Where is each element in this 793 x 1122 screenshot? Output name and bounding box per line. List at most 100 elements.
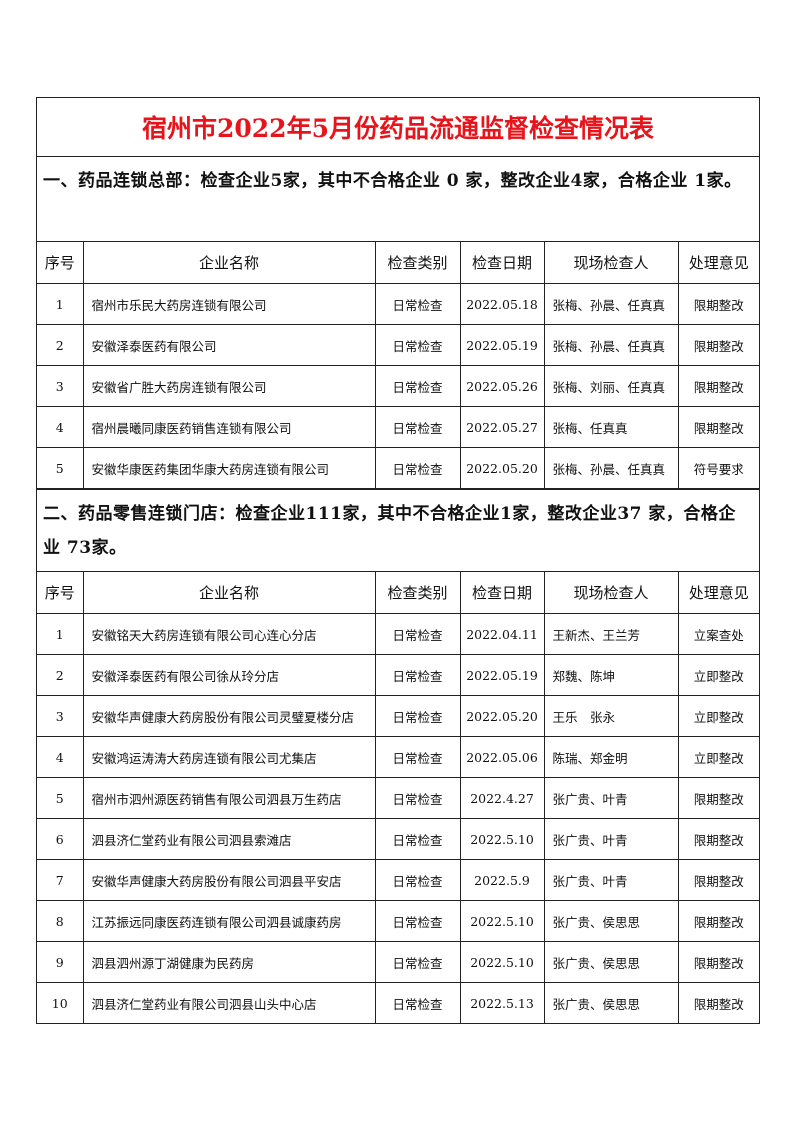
- handling-opinion-cell: 限期整改: [677, 982, 759, 1024]
- row-number-cell: 7: [37, 859, 84, 901]
- handling-opinion-cell: 限期整改: [677, 818, 759, 860]
- row-number-cell: 6: [37, 818, 84, 860]
- inspection-date-cell: 2022.5.10: [459, 941, 545, 983]
- inspection-sheet: 宿州市2022年5月份药品流通监督检查情况表 一、药品连锁总部：检查企业5家，其…: [36, 97, 760, 1024]
- inspectors-cell: 张广贵、叶青: [543, 859, 679, 901]
- company-name-cell: 安徽省广胜大药房连锁有限公司: [82, 365, 376, 407]
- inspection-date-cell: 2022.5.9: [459, 859, 545, 901]
- table-row: 7 安徽华声健康大药房股份有限公司泗县平安店 日常检查 2022.5.9 张广贵、叶青限…: [37, 859, 759, 901]
- inspection-date-cell: 2022.5.10: [459, 900, 545, 942]
- handling-opinion-cell: 立即整改: [677, 695, 759, 737]
- inspection-date-cell: 2022.05.20: [459, 695, 545, 737]
- handling-opinion-cell: 限期整改: [677, 406, 759, 448]
- page-title: 宿州市2022年5月份药品流通监督检查情况表: [37, 98, 759, 157]
- row-number-cell: 1: [37, 613, 84, 655]
- company-name-cell: 宿州晨曦同康医药销售连锁有限公司: [82, 406, 376, 448]
- header-row-number: 序号: [37, 572, 84, 614]
- header-handling-opinion: 处理意见: [677, 572, 759, 614]
- header-handling-opinion: 处理意见: [677, 242, 759, 284]
- table-row: 5 安徽华康医药集团华康大药房连锁有限公司 日常检查 2022.05.20 张梅、孙晨、…: [37, 447, 759, 489]
- section2-heading: 二、药品零售连锁门店：检查企业111家，其中不合格企业1家，整改企业37 家，合…: [37, 489, 759, 572]
- header-inspection-date: 检查日期: [459, 572, 545, 614]
- header-inspection-type: 检查类别: [374, 572, 461, 614]
- inspection-type-cell: 日常检查: [374, 406, 461, 448]
- inspectors-cell: 王乐 张永: [543, 695, 679, 737]
- company-name-cell: 安徽华声健康大药房股份有限公司灵璧夏楼分店: [82, 695, 376, 737]
- inspection-type-cell: 日常检查: [374, 283, 461, 325]
- inspectors-cell: 张梅、任真真: [543, 406, 679, 448]
- handling-opinion-cell: 立案查处: [677, 613, 759, 655]
- table-row: 3 安徽华声健康大药房股份有限公司灵璧夏楼分店 日常检查 2022.05.20 王乐 张…: [37, 695, 759, 737]
- handling-opinion-cell: 限期整改: [677, 941, 759, 983]
- company-name-cell: 泗县济仁堂药业有限公司泗县索滩店: [82, 818, 376, 860]
- table-header: 序号 企业名称 检查类别 检查日期 现场检查人 处理意见: [37, 572, 759, 614]
- row-number-cell: 1: [37, 283, 84, 325]
- row-number-cell: 4: [37, 736, 84, 778]
- header-inspectors: 现场检查人: [543, 572, 679, 614]
- inspection-type-cell: 日常检查: [374, 695, 461, 737]
- handling-opinion-cell: 限期整改: [677, 324, 759, 366]
- handling-opinion-cell: 立即整改: [677, 736, 759, 778]
- inspection-type-cell: 日常检查: [374, 818, 461, 860]
- inspectors-cell: 张广贵、侯思思: [543, 982, 679, 1024]
- inspection-type-cell: 日常检查: [374, 365, 461, 407]
- inspection-type-cell: 日常检查: [374, 859, 461, 901]
- table-row: 1 宿州市乐民大药房连锁有限公司 日常检查 2022.05.18 张梅、孙晨、任真真 限期…: [37, 283, 759, 325]
- company-name-cell: 宿州市乐民大药房连锁有限公司: [82, 283, 376, 325]
- header-inspection-date: 检查日期: [459, 242, 545, 284]
- inspection-date-cell: 2022.05.19: [459, 654, 545, 696]
- inspection-date-cell: 2022.05.06: [459, 736, 545, 778]
- inspectors-cell: 张广贵、叶青: [543, 818, 679, 860]
- inspection-type-cell: 日常检查: [374, 982, 461, 1024]
- inspection-type-cell: 日常检查: [374, 447, 461, 489]
- company-name-cell: 宿州市泗州源医药销售有限公司泗县万生药店: [82, 777, 376, 819]
- table-row: 8 江苏振远同康医药连锁有限公司泗县诚康药房 日常检查 2022.5.10 张广贵、侯思…: [37, 900, 759, 942]
- inspectors-cell: 张广贵、侯思思: [543, 900, 679, 942]
- company-name-cell: 泗县济仁堂药业有限公司泗县山头中心店: [82, 982, 376, 1024]
- inspection-date-cell: 2022.05.20: [459, 447, 545, 489]
- company-name-cell: 安徽泽泰医药有限公司徐从玲分店: [82, 654, 376, 696]
- table-row: 2 安徽泽泰医药有限公司 日常检查 2022.05.19 张梅、孙晨、任真真 限期整改: [37, 324, 759, 366]
- handling-opinion-cell: 限期整改: [677, 777, 759, 819]
- inspectors-cell: 郑魏、陈坤: [543, 654, 679, 696]
- company-name-cell: 安徽华声健康大药房股份有限公司泗县平安店: [82, 859, 376, 901]
- inspection-type-cell: 日常检查: [374, 900, 461, 942]
- handling-opinion-cell: 立即整改: [677, 654, 759, 696]
- company-name-cell: 江苏振远同康医药连锁有限公司泗县诚康药房: [82, 900, 376, 942]
- company-name-cell: 安徽鸿运涛涛大药房连锁有限公司尤集店: [82, 736, 376, 778]
- inspection-date-cell: 2022.05.18: [459, 283, 545, 325]
- inspection-type-cell: 日常检查: [374, 941, 461, 983]
- inspection-type-cell: 日常检查: [374, 654, 461, 696]
- inspectors-cell: 王新杰、王兰芳: [543, 613, 679, 655]
- header-company-name: 企业名称: [82, 242, 376, 284]
- inspection-type-cell: 日常检查: [374, 324, 461, 366]
- table-row: 4 安徽鸿运涛涛大药房连锁有限公司尤集店 日常检查 2022.05.06 陈瑞、郑金明立…: [37, 736, 759, 778]
- inspection-date-cell: 2022.5.10: [459, 818, 545, 860]
- row-number-cell: 5: [37, 447, 84, 489]
- company-name-cell: 安徽泽泰医药有限公司: [82, 324, 376, 366]
- inspectors-cell: 张梅、刘丽、任真真: [543, 365, 679, 407]
- inspection-type-cell: 日常检查: [374, 613, 461, 655]
- section1-table: 序号 企业名称 检查类别 检查日期 现场检查人 处理意见 1 宿州市乐民大药房连锁有限公司日…: [37, 242, 759, 489]
- table-row: 4 宿州晨曦同康医药销售连锁有限公司 日常检查 2022.05.27 张梅、任真真 限期整…: [37, 406, 759, 448]
- row-number-cell: 9: [37, 941, 84, 983]
- inspection-type-cell: 日常检查: [374, 736, 461, 778]
- table-row: 3 安徽省广胜大药房连锁有限公司 日常检查 2022.05.26 张梅、刘丽、任真真 限期…: [37, 365, 759, 407]
- inspection-date-cell: 2022.05.19: [459, 324, 545, 366]
- section1-heading: 一、药品连锁总部：检查企业5家，其中不合格企业 0 家，整改企业4家，合格企业 …: [37, 157, 759, 242]
- row-number-cell: 3: [37, 695, 84, 737]
- company-name-cell: 泗县泗州源丁湖健康为民药房: [82, 941, 376, 983]
- company-name-cell: 安徽铭天大药房连锁有限公司心连心分店: [82, 613, 376, 655]
- handling-opinion-cell: 限期整改: [677, 283, 759, 325]
- table-row: 6 泗县济仁堂药业有限公司泗县索滩店 日常检查 2022.5.10 张广贵、叶青 限期整改: [37, 818, 759, 860]
- inspection-type-cell: 日常检查: [374, 777, 461, 819]
- row-number-cell: 2: [37, 324, 84, 366]
- inspectors-cell: 张梅、孙晨、任真真: [543, 324, 679, 366]
- inspectors-cell: 张梅、孙晨、任真真: [543, 283, 679, 325]
- table-row: 10 泗县济仁堂药业有限公司泗县山头中心店 日常检查 2022.5.13 张广贵、侯思思…: [37, 982, 759, 1024]
- inspectors-cell: 陈瑞、郑金明: [543, 736, 679, 778]
- company-name-cell: 安徽华康医药集团华康大药房连锁有限公司: [82, 447, 376, 489]
- inspection-date-cell: 2022.4.27: [459, 777, 545, 819]
- table-header: 序号 企业名称 检查类别 检查日期 现场检查人 处理意见: [37, 242, 759, 284]
- inspection-date-cell: 2022.05.27: [459, 406, 545, 448]
